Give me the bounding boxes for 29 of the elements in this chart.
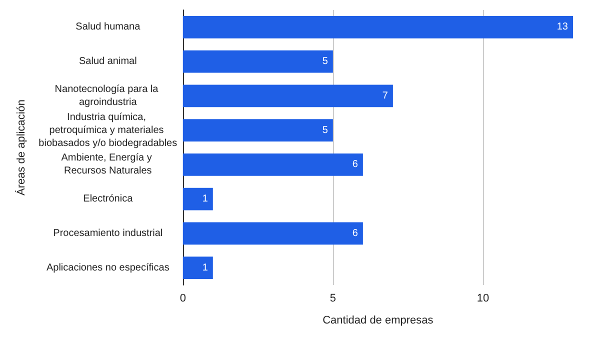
y-tick-label: Nanotecnología para la agroindustria (54, 84, 161, 108)
bar (182, 222, 363, 245)
x-tick-label: 0 (180, 292, 186, 304)
y-tick-label: Industria química, petroquímica y materiales biobasados y/o biodegradables (38, 112, 178, 149)
data-label: 1 (202, 194, 208, 205)
bar (182, 188, 213, 210)
data-label: 13 (556, 22, 568, 33)
x-axis-title: Cantidad de empresas (322, 314, 434, 326)
data-label: 1 (202, 262, 208, 274)
x-tick-label: 5 (330, 292, 336, 304)
data-label: 5 (322, 124, 328, 136)
y-axis-title: Áreas de aplicación (14, 99, 28, 196)
data-label: 6 (352, 228, 358, 239)
y-tick-label: Electrónica (83, 194, 134, 205)
bar (182, 84, 393, 108)
x-tick-label: 10 (476, 292, 490, 304)
data-label: 6 (352, 159, 358, 170)
y-tick-label: Salud animal (78, 56, 137, 68)
bar (182, 256, 213, 279)
bar (182, 119, 333, 142)
y-tick-label: Salud humana (76, 22, 141, 33)
y-tick-label: Ambiente, Energía y Recursos Naturales (61, 152, 155, 177)
data-label: 7 (382, 90, 388, 102)
bar (182, 16, 573, 38)
y-tick-label: Aplicaciones no específicas (46, 262, 170, 274)
y-tick-label: Procesamiento industrial (53, 228, 163, 239)
bar (182, 154, 363, 176)
data-label: 5 (322, 56, 328, 68)
bar (182, 50, 333, 73)
